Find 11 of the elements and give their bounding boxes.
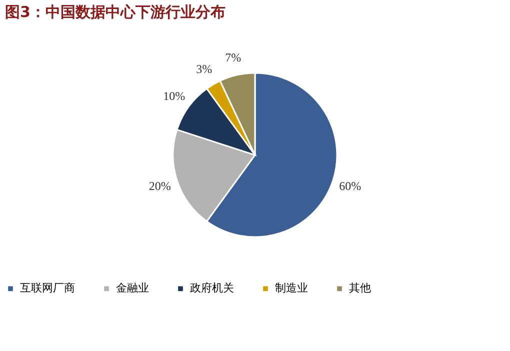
data-label: 10% [163,89,186,104]
data-label: 7% [225,50,242,64]
data-label: 60% [339,178,362,193]
legend-label: 互联网厂商 [20,282,75,295]
data-label: 3% [196,62,212,76]
legend-label: 制造业 [275,282,308,295]
data-label: 20% [148,178,171,193]
legend-label: 政府机关 [190,282,234,295]
legend-label: 其他 [349,282,371,295]
chart-title: 图3：中国数据中心下游行业分布 [5,3,226,21]
legend-label: 金融业 [116,282,149,295]
